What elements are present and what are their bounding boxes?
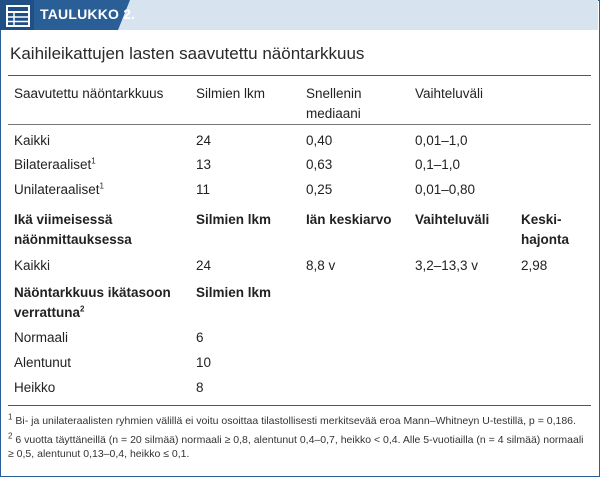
table-icon (6, 5, 30, 27)
row-count: 8 (196, 380, 204, 395)
col-header-mean-age: Iän keskiarvo (306, 212, 392, 227)
row-count: 6 (196, 330, 204, 345)
col-header-age-at-last-exam: Ikä viimeisessä näönmittauksessa (14, 212, 132, 247)
header-divider (8, 75, 591, 76)
row-label: Alentunut (14, 355, 72, 370)
row-label-text: Bilateraaliset (14, 157, 92, 172)
col-header-range-2: Vaihteluväli (415, 212, 490, 227)
footnote-mark: 1 (91, 156, 96, 166)
col-header-eye-count-2: Silmien lkm (196, 212, 272, 227)
footnote-mark: 1 (8, 412, 13, 422)
row-label: Kaikki (14, 133, 51, 148)
footnote-mark: 1 (99, 181, 104, 191)
footer-divider (8, 405, 591, 406)
row-mean: 8,8 v (306, 258, 336, 273)
row-range: 0,01–0,80 (415, 182, 476, 197)
row-range: 0,1–1,0 (415, 157, 461, 172)
row-count: 24 (196, 258, 212, 273)
row-median: 0,63 (306, 157, 333, 172)
col-header-eye-count: Silmien lkm (196, 86, 266, 101)
col-header-achieved-acuity: Saavutettu näöntarkkuus (14, 86, 164, 101)
footnote-2: 2 6 vuotta täyttäneillä (n = 20 silmää) … (8, 431, 590, 461)
col-header-eye-count-3: Silmien lkm (196, 285, 272, 300)
row-label: Kaikki (14, 258, 51, 273)
row-label: Bilateraaliset1 (14, 155, 96, 175)
row-label: Heikko (14, 380, 56, 395)
col-header-acuity-vs-age-text: Näöntarkkuus ikätasoon verrattuna (14, 285, 171, 320)
footnote-text: Bi- ja unilateraalisten ryhmien välillä … (15, 415, 576, 427)
row-count: 11 (196, 182, 211, 197)
row-count: 10 (196, 355, 212, 370)
table-header-band: TAULUKKO 2. (0, 0, 598, 30)
row-label-text: Unilateraaliset (14, 182, 100, 197)
col-header-std-dev: Keski-hajonta (521, 212, 570, 247)
row-range: 3,2–13,3 v (415, 258, 479, 273)
row-label: Normaali (14, 330, 69, 345)
row-median: 0,25 (306, 182, 333, 197)
footnote-1: 1 Bi- ja unilateraalisten ryhmien välill… (8, 412, 590, 428)
row-range: 0,01–1,0 (415, 133, 468, 148)
row-count: 24 (196, 133, 212, 148)
row-count: 13 (196, 157, 212, 172)
header-band-shape (0, 0, 598, 30)
table-title: Kaihileikattujen lasten saavutettu näönt… (10, 44, 365, 63)
row-label: Unilateraaliset1 (14, 180, 104, 200)
col-header-snellen-median: Snellenin mediaani (306, 86, 362, 121)
col-header-range: Vaihteluväli (415, 86, 484, 101)
section1-header-rule (8, 124, 591, 125)
footnote-mark: 2 (8, 431, 13, 441)
footnote-mark: 2 (80, 304, 85, 314)
row-median: 0,40 (306, 133, 333, 148)
table-number-label: TAULUKKO 2. (40, 6, 136, 22)
row-std-dev: 2,98 (521, 258, 548, 273)
footnote-text: 6 vuotta täyttäneillä (n = 20 silmää) no… (8, 434, 584, 460)
col-header-acuity-vs-age: Näöntarkkuus ikätasoon verrattuna2 (14, 283, 184, 323)
